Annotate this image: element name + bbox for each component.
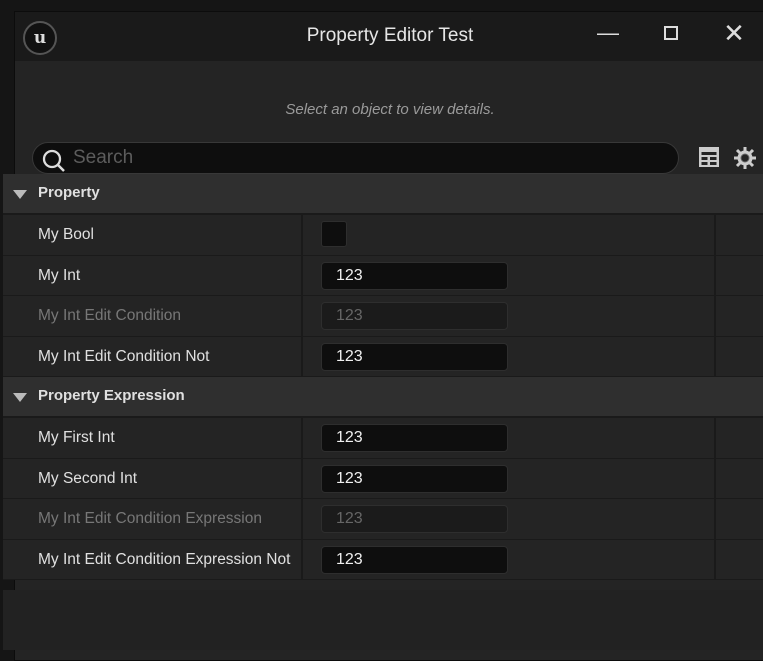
column-divider [714, 458, 716, 498]
property-name: My Int Edit Condition Not [38, 347, 210, 365]
int-value-field[interactable]: 123 [321, 545, 508, 574]
column-divider [714, 255, 716, 295]
property-name: My Second Int [38, 469, 138, 487]
property-name: My Int Edit Condition Expression Not [38, 550, 291, 568]
column-divider [714, 296, 716, 336]
details-grid: Property My Bool My Int 123 My Int Edit Cond… [3, 174, 763, 580]
int-value-field: 123 [321, 505, 508, 533]
column-splitter[interactable] [301, 336, 303, 376]
column-splitter[interactable] [301, 458, 303, 498]
title-bar[interactable]: u Property Editor Test — ✕ [15, 12, 763, 61]
column-splitter[interactable] [301, 215, 303, 255]
int-value-field[interactable]: 123 [321, 342, 508, 371]
column-splitter[interactable] [301, 539, 303, 579]
search-icon [42, 149, 65, 172]
unreal-logo: u [23, 21, 57, 55]
collapse-triangle-icon[interactable] [13, 393, 27, 402]
property-name: My Int Edit Condition [38, 307, 182, 324]
property-row: My Int Edit Condition Not 123 [3, 336, 763, 377]
column-divider [714, 418, 716, 458]
column-divider [714, 336, 716, 376]
column-splitter[interactable] [301, 418, 303, 458]
settings-gear-icon[interactable] [733, 146, 757, 170]
property-name: My First Int [38, 429, 115, 446]
bool-checkbox[interactable] [321, 221, 347, 247]
property-row: My Bool [3, 215, 763, 256]
column-divider [714, 215, 716, 255]
category-label: Property Expression [38, 387, 185, 404]
empty-area [3, 590, 763, 650]
column-divider [714, 499, 716, 539]
maximize-icon[interactable] [651, 18, 691, 48]
column-splitter[interactable] [301, 255, 303, 295]
category-header[interactable]: Property [3, 174, 763, 215]
search-box[interactable] [32, 142, 679, 174]
column-splitter[interactable] [301, 296, 303, 336]
category-header[interactable]: Property Expression [3, 377, 763, 418]
property-row: My First Int 123 [3, 418, 763, 459]
close-icon[interactable]: ✕ [723, 18, 745, 48]
select-object-hint: Select an object to view details. [285, 101, 495, 118]
int-value-field[interactable]: 123 [321, 261, 508, 290]
property-row: My Int 123 [3, 255, 763, 296]
column-divider [714, 539, 716, 579]
property-name: My Bool [38, 226, 94, 243]
property-row: My Int Edit Condition Expression Not 123 [3, 539, 763, 580]
collapse-triangle-icon[interactable] [13, 190, 27, 199]
property-row: My Int Edit Condition 123 [3, 296, 763, 337]
category-label: Property [38, 184, 100, 201]
search-input[interactable] [73, 145, 663, 171]
property-name: My Int [38, 266, 81, 284]
int-value-field[interactable]: 123 [321, 424, 508, 452]
int-value-field[interactable]: 123 [321, 464, 508, 493]
column-splitter[interactable] [301, 499, 303, 539]
table-view-icon[interactable] [698, 146, 720, 168]
property-row: My Int Edit Condition Expression 123 [3, 499, 763, 540]
property-row: My Second Int 123 [3, 458, 763, 499]
minimize-icon[interactable]: — [597, 20, 619, 45]
int-value-field: 123 [321, 302, 508, 330]
window-title: Property Editor Test [306, 25, 474, 46]
property-name: My Int Edit Condition Expression [38, 510, 262, 527]
